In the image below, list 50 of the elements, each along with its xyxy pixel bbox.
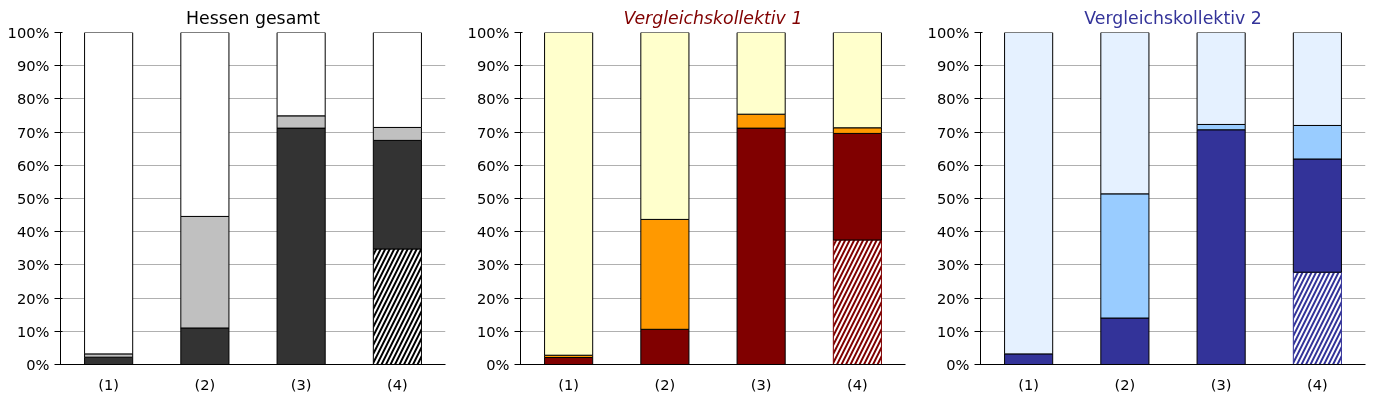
- y-tick-label: 100%: [927, 24, 970, 41]
- y-tick-label: 80%: [476, 90, 510, 108]
- bar: [84, 32, 134, 355]
- y-tick-label: 70%: [16, 123, 50, 141]
- x-tick-label: (4): [1306, 375, 1328, 393]
- y-tick-label: 40%: [16, 223, 50, 241]
- y-tick-label: 100%: [467, 24, 510, 41]
- y-tick-label: 50%: [476, 190, 510, 207]
- y-tick-label: 60%: [16, 156, 50, 174]
- y-tick-label: 90%: [16, 57, 50, 75]
- y-tick-label: 90%: [476, 57, 510, 75]
- y-tick-label: 70%: [476, 123, 510, 141]
- x-tick-label: (4): [386, 375, 408, 393]
- x-tick-label: (1): [558, 375, 580, 393]
- chart-title: Vergleichskollektiv 1: [623, 7, 803, 28]
- y-tick-label: 20%: [936, 289, 970, 307]
- x-tick-label: (3): [1210, 375, 1232, 393]
- y-tick-label: 20%: [476, 289, 510, 307]
- y-tick-label: 70%: [936, 123, 970, 141]
- bar: [544, 32, 594, 356]
- x-tick-label: (1): [98, 375, 120, 393]
- y-tick-label: 10%: [476, 322, 510, 340]
- y-tick-label: 100%: [7, 24, 50, 41]
- y-tick-label: 30%: [16, 256, 50, 274]
- y-tick-label: 0%: [946, 356, 970, 373]
- x-tick-label: (3): [750, 375, 772, 393]
- x-tick-label: (3): [290, 375, 312, 393]
- y-tick-label: 20%: [16, 289, 50, 307]
- y-tick-label: 30%: [476, 256, 510, 274]
- y-tick-label: 40%: [936, 223, 970, 241]
- y-tick-label: 60%: [936, 156, 970, 174]
- x-tick-label: (2): [194, 375, 216, 393]
- y-tick-label: 80%: [936, 90, 970, 108]
- y-tick-label: 90%: [936, 57, 970, 75]
- y-tick-label: 50%: [16, 190, 50, 207]
- y-tick-label: 0%: [26, 356, 50, 373]
- chart-title: Vergleichskollektiv 2: [1084, 7, 1262, 28]
- x-tick-label: (2): [1114, 375, 1136, 393]
- y-tick-label: 60%: [476, 156, 510, 174]
- x-tick-label: (4): [846, 375, 868, 393]
- x-tick-label: (1): [1018, 375, 1040, 393]
- chart-title: Hessen gesamt: [186, 7, 321, 28]
- x-tick-label: (2): [654, 375, 676, 393]
- y-tick-label: 10%: [936, 322, 970, 340]
- y-tick-label: 50%: [936, 190, 970, 207]
- y-tick-label: 30%: [936, 256, 970, 274]
- y-tick-label: 40%: [476, 223, 510, 241]
- y-tick-label: 80%: [16, 90, 50, 108]
- y-tick-label: 10%: [16, 322, 50, 340]
- y-tick-label: 0%: [486, 356, 510, 373]
